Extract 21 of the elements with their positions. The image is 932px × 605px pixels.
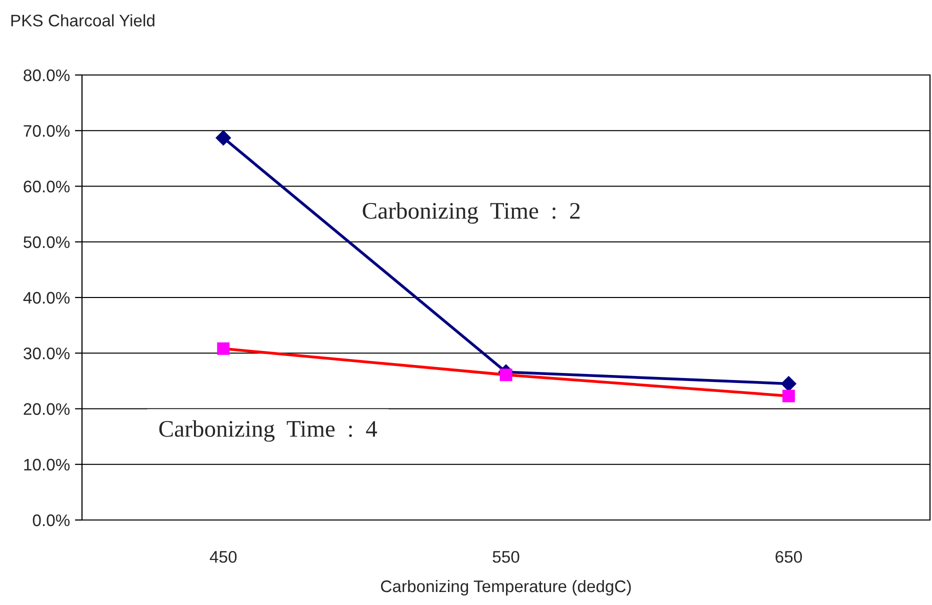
point bbox=[216, 130, 231, 146]
y-tick-label: 40.0% bbox=[23, 292, 70, 304]
point bbox=[217, 342, 230, 355]
x-tick-label: 450 bbox=[210, 550, 237, 563]
x-axis-title: Carbonizing Temperature (dedgC) bbox=[381, 580, 631, 596]
y-tick-label: 80.0% bbox=[24, 69, 70, 82]
text: Carbonizing Time : 4 bbox=[159, 420, 378, 442]
point bbox=[781, 376, 796, 392]
x-tick-label: 550 bbox=[492, 550, 520, 563]
point bbox=[782, 390, 795, 402]
y-tick-label: 50.0% bbox=[24, 236, 70, 248]
y-tick-label: 20.0% bbox=[24, 403, 70, 415]
point bbox=[500, 368, 512, 382]
y-tick-label: 30.0% bbox=[24, 348, 70, 360]
y-tick-label: 10.0% bbox=[24, 458, 70, 471]
y-tick-label: 0.0% bbox=[32, 514, 70, 526]
series-label: Carbonizing Time : 2 bbox=[362, 202, 580, 224]
y-tick-label: 70.0% bbox=[24, 125, 70, 137]
y-axis-title: PKS Charcoal Yield bbox=[11, 14, 154, 26]
y-tick-label: 60.0% bbox=[24, 180, 70, 192]
x-tick-label: 650 bbox=[776, 550, 802, 563]
